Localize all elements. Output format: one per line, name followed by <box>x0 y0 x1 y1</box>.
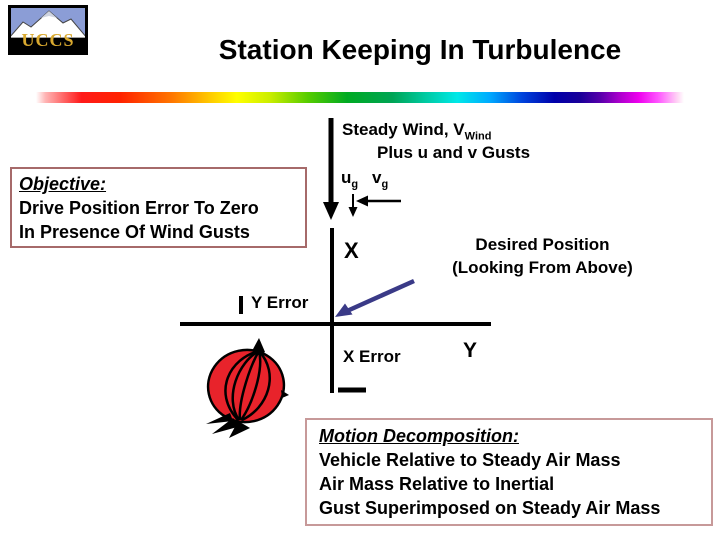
y-error-label: Y Error <box>251 293 309 312</box>
steady-wind-subscript: Wind <box>464 130 492 143</box>
gusts-label: Plus u and v Gusts <box>377 143 531 162</box>
desired-position-line-1: Desired Position <box>475 235 610 254</box>
wind-arrow-icon <box>323 118 339 220</box>
gust-u-down-arrow-icon <box>348 194 358 217</box>
steady-wind-text: Steady Wind, V <box>342 120 465 139</box>
motion-heading: Motion Decomposition: <box>319 426 519 446</box>
logo-sky <box>11 8 85 38</box>
x-axis-label: X <box>344 238 359 263</box>
objective-heading: Objective: <box>19 174 107 194</box>
objective-line-1: Drive Position Error To Zero <box>19 198 259 218</box>
uccs-logo: UCCS <box>8 5 88 55</box>
balloon-icon <box>206 338 289 438</box>
page-title: Station Keeping In Turbulence <box>218 34 622 65</box>
motion-decomposition-box: Motion Decomposition: Vehicle Relative t… <box>305 418 713 526</box>
motion-line-3: Gust Superimposed on Steady Air Mass <box>319 498 661 518</box>
desired-position-label: Desired Position (Looking From Above) <box>425 233 660 279</box>
mountain-icon <box>11 8 85 38</box>
steady-wind-label: Steady Wind, VWind <box>342 120 491 142</box>
rainbow-divider <box>36 92 684 103</box>
x-error-label: X Error <box>343 347 401 366</box>
vg-label: vg <box>372 168 389 191</box>
desired-position-line-2: (Looking From Above) <box>452 258 633 277</box>
objective-box: Objective: Drive Position Error To Zero … <box>10 167 307 248</box>
motion-line-2: Air Mass Relative to Inertial <box>319 474 555 494</box>
logo-text: UCCS <box>21 30 75 50</box>
position-error-arrow-icon <box>335 278 415 317</box>
y-axis-label: Y <box>463 339 478 362</box>
ug-label: ug <box>341 168 359 191</box>
objective-line-2: In Presence Of Wind Gusts <box>19 222 250 242</box>
axes-crosshair <box>180 228 491 393</box>
motion-line-1: Vehicle Relative to Steady Air Mass <box>319 450 621 470</box>
gust-v-left-arrow-icon <box>356 195 401 207</box>
